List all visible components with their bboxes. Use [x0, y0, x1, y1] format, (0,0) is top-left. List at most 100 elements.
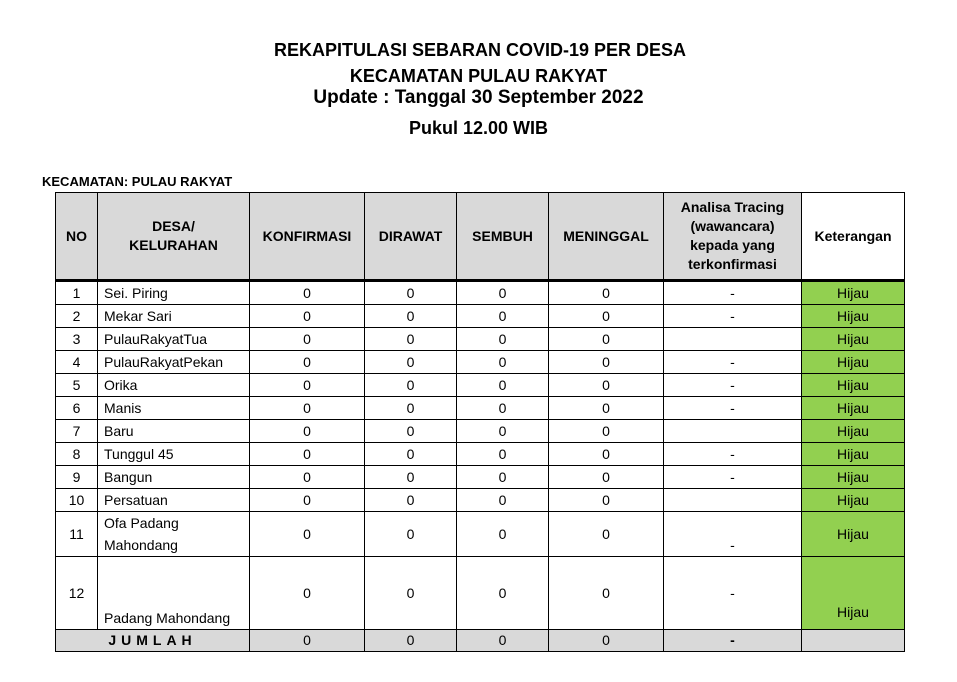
total-konfirmasi: 0: [249, 629, 365, 652]
cell-desa: Bangun: [97, 465, 250, 489]
cell-meninggal: 0: [548, 419, 664, 443]
cell-tracing: [663, 488, 802, 512]
cell-keterangan: Hijau: [801, 511, 905, 557]
table-row: 8 Tunggul 45 0 0 0 0- Hijau: [55, 442, 905, 466]
cell-konfirmasi: 0: [249, 304, 365, 328]
update-date: Update : Tanggal 30 September 2022: [313, 87, 644, 108]
col-meninggal: MENINGGAL: [548, 192, 664, 282]
total-keterangan: [801, 629, 905, 652]
cell-sembuh: 0: [456, 488, 549, 512]
cell-no: 1: [55, 280, 98, 305]
table-row: 2 Mekar Sari 0 0 0 0- Hijau: [55, 304, 905, 328]
cell-sembuh: 0: [456, 280, 549, 305]
cell-meninggal: 0: [548, 373, 664, 397]
cell-meninggal: 0: [548, 488, 664, 512]
cell-tracing: -: [663, 304, 802, 328]
cell-meninggal: 0: [548, 280, 664, 305]
cell-desa: Padang Mahondang: [97, 556, 250, 630]
cell-keterangan: Hijau: [801, 280, 905, 305]
cell-desa: Orika: [97, 373, 250, 397]
cell-tracing: -: [663, 465, 802, 489]
update-time: Pukul 12.00 WIB: [408, 118, 549, 138]
cell-keterangan: Hijau: [801, 396, 905, 420]
cell-sembuh: 0: [456, 304, 549, 328]
total-sembuh: 0: [456, 629, 549, 652]
cell-dirawat: 0: [364, 511, 457, 557]
cell-konfirmasi: 0: [249, 442, 365, 466]
cell-no: 11: [55, 511, 98, 557]
cell-konfirmasi: 0: [249, 396, 365, 420]
table-row: 1 Sei. Piring 0 0 0 0- Hijau: [55, 280, 905, 305]
cell-no: 10: [55, 488, 98, 512]
cell-meninggal: 0: [548, 465, 664, 489]
cell-tracing: -: [663, 442, 802, 466]
cell-keterangan: Hijau: [801, 373, 905, 397]
cell-no: 2: [55, 304, 98, 328]
cell-meninggal: 0: [548, 511, 664, 557]
cell-sembuh: 0: [456, 396, 549, 420]
cell-desa: PulauRakyatTua: [97, 327, 250, 351]
cell-keterangan: Hijau: [801, 465, 905, 489]
table-row: 7 Baru 0 0 0 0 Hijau: [55, 419, 905, 443]
cell-keterangan: Hijau: [801, 350, 905, 374]
col-no: NO: [55, 192, 98, 282]
cell-konfirmasi: 0: [249, 327, 365, 351]
cell-dirawat: 0: [364, 373, 457, 397]
cell-keterangan: Hijau: [801, 556, 905, 630]
cell-tracing: -: [663, 373, 802, 397]
cell-konfirmasi: 0: [249, 373, 365, 397]
cell-sembuh: 0: [456, 419, 549, 443]
col-tracing: Analisa Tracing (wawancara) kepada yang …: [663, 192, 802, 282]
cell-sembuh: 0: [456, 556, 549, 630]
cell-no: 9: [55, 465, 98, 489]
cell-no: 7: [55, 419, 98, 443]
covid-table: NO DESA/ KELURAHAN KONFIRMASI DIRAWAT SE…: [55, 192, 905, 652]
cell-tracing: [663, 327, 802, 351]
cell-dirawat: 0: [364, 396, 457, 420]
cell-meninggal: 0: [548, 327, 664, 351]
cell-sembuh: 0: [456, 511, 549, 557]
header-row: NO DESA/ KELURAHAN KONFIRMASI DIRAWAT SE…: [55, 192, 905, 282]
col-konfirmasi: KONFIRMASI: [249, 192, 365, 282]
cell-meninggal: 0: [548, 556, 664, 630]
table-row: 11 Ofa Padang Mahondang 0 0 0 0- Hijau: [55, 511, 905, 557]
total-label: JUMLAH: [55, 629, 250, 652]
cell-sembuh: 0: [456, 327, 549, 351]
cell-tracing: -: [663, 280, 802, 305]
cell-dirawat: 0: [364, 327, 457, 351]
table-row: 6 Manis 0 0 0 0- Hijau: [55, 396, 905, 420]
report-subtitle: KECAMATAN PULAU RAKYAT: [349, 66, 608, 86]
col-desa: DESA/ KELURAHAN: [97, 192, 250, 282]
cell-no: 5: [55, 373, 98, 397]
cell-meninggal: 0: [548, 350, 664, 374]
cell-meninggal: 0: [548, 304, 664, 328]
col-sembuh: SEMBUH: [456, 192, 549, 282]
cell-dirawat: 0: [364, 488, 457, 512]
col-keterangan: Keterangan: [801, 192, 905, 282]
cell-konfirmasi: 0: [249, 511, 365, 557]
cell-dirawat: 0: [364, 350, 457, 374]
cell-meninggal: 0: [548, 442, 664, 466]
cell-sembuh: 0: [456, 465, 549, 489]
cell-no: 6: [55, 396, 98, 420]
report-title: REKAPITULASI SEBARAN COVID-19 PER DESA: [273, 40, 687, 60]
cell-dirawat: 0: [364, 442, 457, 466]
table-row: 3 PulauRakyatTua 0 0 0 0 Hijau: [55, 327, 905, 351]
cell-desa: Persatuan: [97, 488, 250, 512]
cell-desa: Ofa Padang Mahondang: [97, 511, 250, 557]
cell-tracing: [663, 419, 802, 443]
cell-konfirmasi: 0: [249, 488, 365, 512]
cell-tracing: -: [663, 396, 802, 420]
cell-no: 12: [55, 556, 98, 630]
cell-desa: Tunggul 45: [97, 442, 250, 466]
cell-no: 8: [55, 442, 98, 466]
cell-dirawat: 0: [364, 465, 457, 489]
cell-keterangan: Hijau: [801, 442, 905, 466]
total-tracing: -: [663, 629, 802, 652]
cell-keterangan: Hijau: [801, 419, 905, 443]
cell-konfirmasi: 0: [249, 419, 365, 443]
cell-desa: Sei. Piring: [97, 280, 250, 305]
cell-no: 4: [55, 350, 98, 374]
cell-tracing: -: [663, 511, 802, 557]
cell-keterangan: Hijau: [801, 488, 905, 512]
